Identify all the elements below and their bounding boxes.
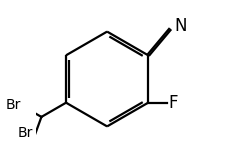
- Text: N: N: [174, 17, 186, 35]
- Text: Br: Br: [17, 126, 32, 140]
- Text: Br: Br: [6, 98, 21, 112]
- Text: F: F: [167, 94, 177, 112]
